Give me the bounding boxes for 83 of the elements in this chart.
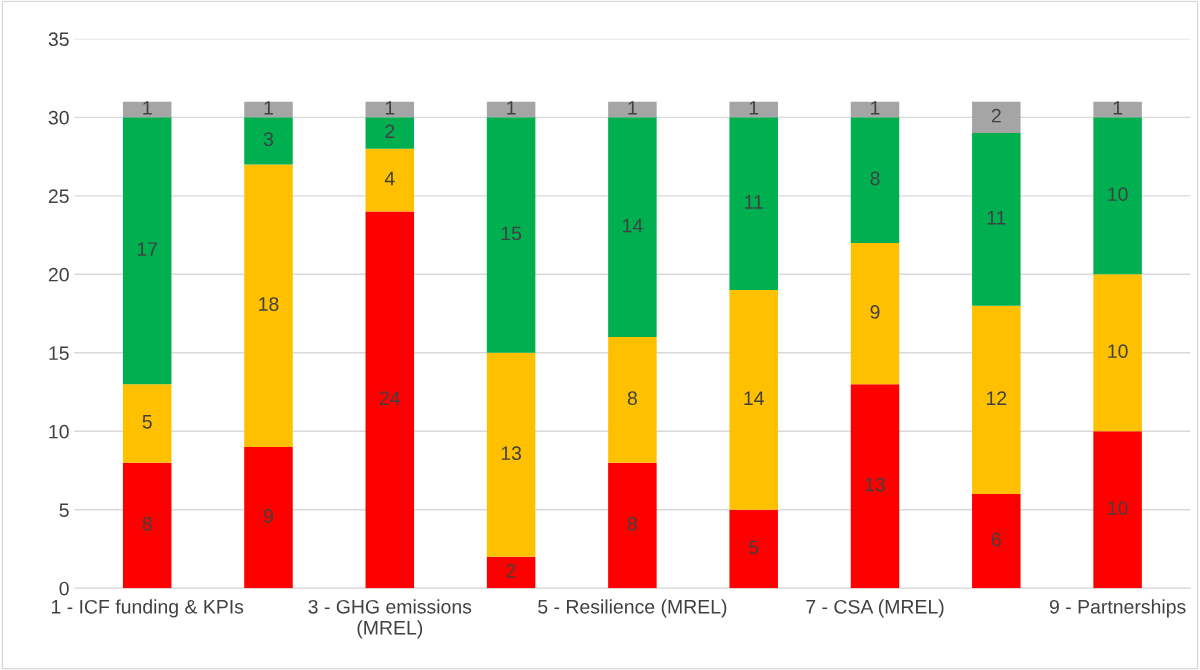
bar [486,101,536,118]
bar [365,211,415,589]
bar [972,101,1021,134]
data-label: 8 [627,516,637,531]
data-label: 1 [628,101,637,115]
y-tick-label: 25 [48,189,69,204]
bar [850,384,900,589]
bar [850,242,900,385]
bar [972,494,1021,589]
bar [1093,431,1142,589]
bar [608,117,657,338]
bar [972,133,1021,306]
x-tick-label: 9 - Partnerships [1049,599,1186,618]
data-label: 1 [871,101,880,115]
data-label: 13 [501,446,522,461]
bar [729,290,778,510]
y-tick-label: 35 [48,32,69,47]
data-label: 14 [744,391,764,405]
x-tick-label: 1 - ICF funding & KPIs [51,599,244,618]
data-label: 3 [263,132,274,147]
data-label: 1 [264,101,273,115]
bar [122,462,172,589]
data-label: 5 [142,415,152,429]
data-label: 8 [870,171,880,186]
bar [608,462,657,589]
y-tick-label: 10 [49,424,69,439]
data-label: 2 [385,124,395,139]
bar [244,164,293,447]
data-label: 6 [991,532,1001,547]
data-label: 10 [1108,187,1128,202]
bar [1093,274,1142,432]
data-label: 11 [745,195,763,209]
bar [486,556,536,589]
bar [486,352,536,557]
bar [972,305,1021,495]
bar [122,101,172,118]
bar [1093,117,1142,275]
data-label: 9 [870,305,880,319]
bar [244,446,293,589]
data-label: 12 [986,391,1007,405]
y-tick-label: 5 [59,503,69,518]
bar [122,384,172,463]
data-label: 1 [1113,101,1123,115]
x-tick-label: 5 - Resilience (MREL) [538,599,727,618]
bar [608,101,657,118]
bar [729,117,778,291]
data-label: 17 [137,242,158,256]
bar [365,117,415,149]
data-label: 1 [143,101,152,115]
data-label: 5 [749,540,759,555]
data-label: 9 [263,509,273,523]
bar [244,101,293,118]
data-label: 1 [507,101,516,115]
x-tick-label: 7 - CSA (MREL) [806,599,944,618]
data-label: 4 [384,171,395,186]
x-tick-label: 3 - GHG emissions (MREL) [308,599,472,639]
y-tick-label: 0 [59,581,69,596]
y-tick-label: 20 [48,267,69,282]
bar [122,117,172,385]
bar [244,117,293,165]
bar [608,337,657,463]
bar [850,117,900,243]
data-label: 15 [501,226,522,241]
data-label: 10 [1108,344,1128,359]
bar [729,101,778,118]
bar [486,117,536,353]
data-label: 10 [1108,501,1128,515]
data-label: 24 [379,391,401,405]
bar [365,148,415,212]
bar [729,509,778,589]
data-label: 2 [991,108,1001,123]
data-label: 8 [627,391,637,406]
bar [1093,101,1142,118]
data-label: 1 [385,101,395,115]
data-label: 2 [506,564,516,578]
data-label: 11 [987,211,1006,225]
data-label: 18 [259,297,279,311]
data-label: 8 [142,516,152,531]
data-label: 13 [865,477,885,492]
y-tick-label: 15 [49,346,69,361]
data-label: 1 [749,101,759,115]
y-tick-label: 30 [48,110,69,125]
data-label: 14 [623,218,643,233]
